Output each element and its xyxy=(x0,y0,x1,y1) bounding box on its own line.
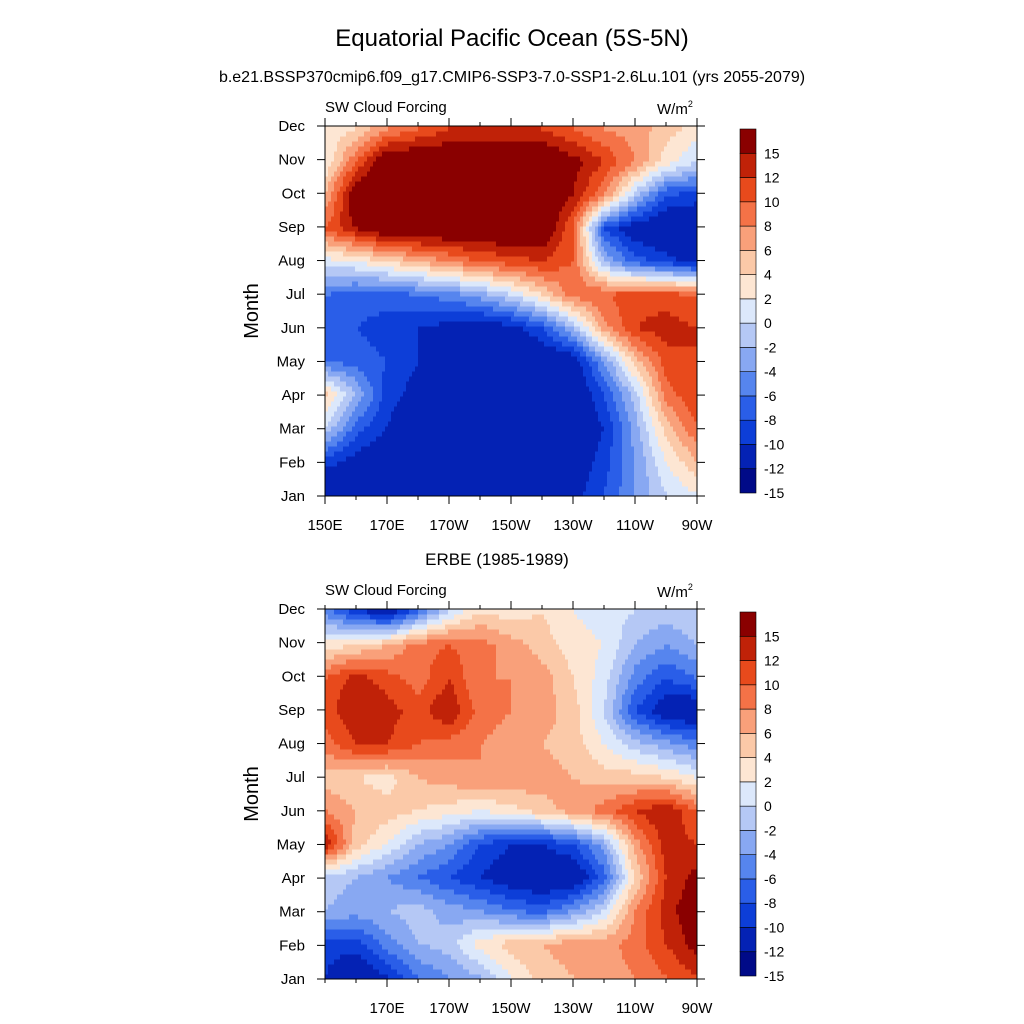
figure-subtitle: b.e21.BSSP370cmip6.f09_g17.CMIP6-SSP3-7.… xyxy=(219,69,805,86)
panel-1: 150E 170E 170W 150W 130W 110W 90WJanFebMarAprM… xyxy=(241,99,784,534)
contour-field xyxy=(325,126,698,497)
figure-title: Equatorial Pacific Ocean (5S-5N) xyxy=(335,25,688,52)
